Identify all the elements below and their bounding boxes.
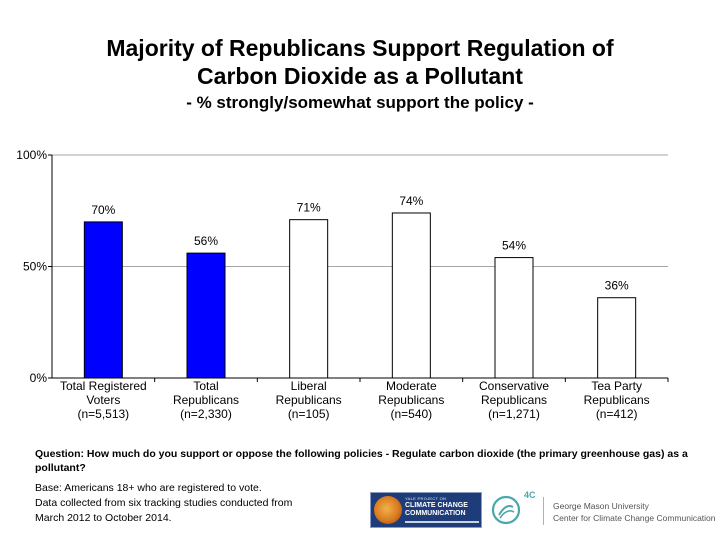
bar	[83, 221, 123, 379]
base-note-line-3: March 2012 to October 2014.	[35, 512, 172, 524]
x-tick-label: Liberal	[291, 379, 327, 393]
x-tick-label: (n=412)	[596, 407, 638, 421]
base-note-line-1: Base: Americans 18+ who are registered t…	[35, 482, 262, 494]
x-tick-label: Republicans	[584, 393, 650, 407]
x-tick-label: Moderate	[386, 379, 437, 393]
x-tick-label: Conservative	[479, 379, 549, 393]
x-tick-label: (n=540)	[390, 407, 432, 421]
data-label: 56%	[194, 234, 218, 248]
bar	[494, 257, 534, 379]
gmu-4c-badge: 4C	[524, 490, 536, 500]
chart-subtitle: - % strongly/somewhat support the policy…	[186, 93, 534, 112]
yale-climate-logo: YALE PROJECT ON CLIMATE CHANGE COMMUNICA…	[370, 492, 482, 528]
bar	[597, 297, 637, 379]
x-tick-label: (n=1,271)	[488, 407, 540, 421]
data-label: 36%	[605, 279, 629, 293]
chart-title-line-2: Carbon Dioxide as a Pollutant	[197, 63, 523, 89]
y-tick-label: 50%	[23, 260, 47, 274]
x-tick-label: Total Registered	[60, 379, 147, 393]
bar	[289, 219, 329, 379]
yale-logo-small-text: YALE PROJECT ON	[405, 496, 447, 501]
question-text: Question: How much do you support or opp…	[35, 448, 688, 474]
gmu-4c-logo-icon	[491, 495, 521, 525]
gmu-name-line-2: Center for Climate Change Communication	[553, 513, 716, 523]
y-tick-label: 100%	[16, 148, 47, 162]
bar	[391, 212, 431, 379]
yale-logo-title: CLIMATE CHANGE COMMUNICATION	[405, 502, 468, 517]
x-tick-label: Total	[193, 379, 218, 393]
x-tick-label: Republicans	[276, 393, 342, 407]
data-label: 71%	[297, 201, 321, 215]
chart-title-line-1: Majority of Republicans Support Regulati…	[106, 35, 614, 61]
logo-divider	[405, 521, 479, 523]
x-tick-label: Republicans	[378, 393, 444, 407]
x-tick-label: Voters	[86, 393, 120, 407]
x-tick-label: Republicans	[481, 393, 547, 407]
seal-icon	[374, 496, 402, 524]
logo-separator	[543, 497, 544, 525]
gmu-center-name: George Mason University Center for Clima…	[553, 500, 716, 524]
data-label: 54%	[502, 239, 526, 253]
data-label: 74%	[399, 194, 423, 208]
base-note: Base: Americans 18+ who are registered t…	[35, 481, 335, 526]
x-tick-label: (n=5,513)	[77, 407, 129, 421]
chart-title: Majority of Republicans Support Regulati…	[0, 34, 720, 90]
x-tick-label: Tea Party	[591, 379, 642, 393]
data-label: 70%	[91, 203, 115, 217]
y-tick-label: 0%	[30, 371, 48, 385]
x-tick-label: Republicans	[173, 393, 239, 407]
bar	[186, 252, 226, 379]
base-note-line-2: Data collected from six tracking studies…	[35, 497, 293, 509]
x-tick-label: (n=2,330)	[180, 407, 232, 421]
x-tick-label: (n=105)	[288, 407, 330, 421]
gmu-name-line-1: George Mason University	[553, 501, 649, 511]
